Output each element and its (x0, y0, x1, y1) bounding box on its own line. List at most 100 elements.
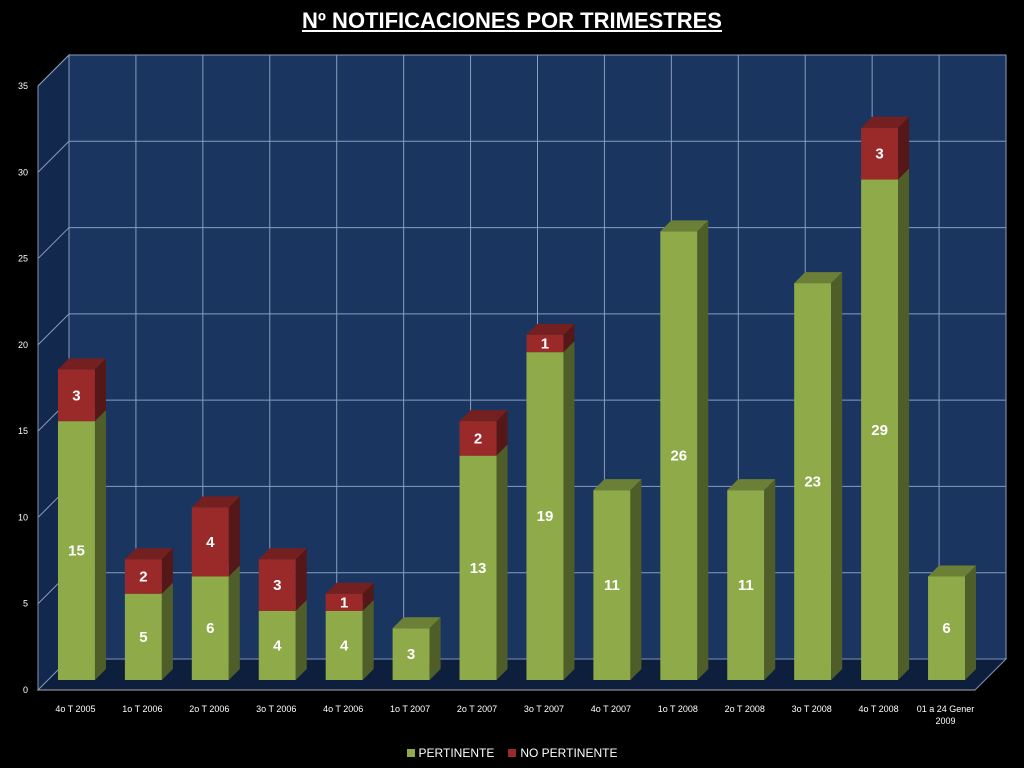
bar-segment-side (362, 599, 374, 680)
legend-swatch (508, 749, 517, 757)
bar-segment-top (861, 116, 910, 128)
gridline-side (37, 140, 70, 173)
data-label: 11 (604, 577, 620, 594)
data-label: 19 (537, 508, 554, 525)
bar-segment (191, 507, 229, 577)
legend-swatch (406, 749, 415, 757)
legend-label: NO PERTINENTE (520, 746, 618, 760)
bar-segment-side (161, 582, 173, 680)
bar-segment-side (228, 496, 240, 577)
legend-item: NO PERTINENTE (508, 746, 617, 760)
x-tick-label: 2o T 2008 (725, 704, 765, 714)
bar-segment-top (794, 272, 843, 284)
data-label: 29 (871, 422, 888, 439)
bar-segment-side (295, 548, 307, 611)
bar-segment (794, 283, 832, 680)
bar-segment (124, 593, 162, 680)
bar-segment-side (563, 341, 575, 680)
y-tick-label: 5 (23, 599, 28, 609)
data-label: 3 (407, 646, 415, 663)
bar-segment-side (630, 479, 642, 680)
x-tick-label: 3o T 2007 (524, 704, 564, 714)
bar-segment (258, 559, 296, 611)
bar-segment-side (831, 272, 843, 680)
x-tick-label: 4o T 2007 (591, 704, 631, 714)
data-label: 23 (804, 474, 821, 491)
bar-segment-top (526, 323, 575, 335)
data-label: 11 (738, 577, 754, 594)
data-label: 3 (875, 146, 883, 163)
x-tick-label: 1o T 2008 (658, 704, 698, 714)
bar-segment-top (660, 220, 709, 232)
bar-segment-top (191, 496, 240, 508)
bar-segment (526, 334, 564, 353)
bar-segment (526, 352, 564, 680)
y-tick-label: 30 (18, 167, 28, 177)
data-label: 5 (139, 629, 147, 646)
bar-segment-top (392, 617, 441, 629)
x-tick-label: 2009 (936, 716, 956, 726)
data-label: 13 (470, 560, 487, 577)
data-label: 6 (942, 620, 950, 637)
x-tick-label: 2o T 2006 (189, 704, 229, 714)
bar-segment (459, 421, 497, 456)
bar-segment-top (928, 565, 977, 577)
bar-segment-side (94, 358, 106, 422)
bar-segment (928, 576, 966, 680)
legend: PERTINENTE NO PERTINENTE (0, 746, 1024, 760)
bar-segment-side (898, 116, 910, 180)
bar-segment (861, 179, 899, 681)
bar-segment (124, 559, 162, 594)
bar-segment-side (161, 548, 173, 594)
y-tick-label: 0 (23, 685, 28, 695)
x-tick-label: 4o T 2006 (323, 704, 363, 714)
bar-segment-top (258, 548, 307, 560)
bar-segment-top (325, 582, 374, 594)
x-tick-label: 3o T 2006 (256, 704, 296, 714)
x-tick-label: 4o T 2005 (55, 704, 95, 714)
data-label: 3 (72, 387, 80, 404)
x-tick-label: 2o T 2007 (457, 704, 497, 714)
bar-segment-top (727, 479, 776, 491)
bar-segment-side (898, 168, 910, 681)
bar-segment-side (965, 565, 977, 680)
data-label: 1 (541, 335, 549, 352)
bar-segment (459, 455, 497, 680)
x-tick-label: 4o T 2008 (858, 704, 898, 714)
bar-segment-side (496, 410, 508, 456)
bar-segment (57, 421, 95, 680)
y-tick-label: 10 (18, 512, 28, 522)
data-label: 15 (68, 543, 85, 560)
y-tick-label: 25 (18, 254, 28, 264)
chart-title: Nº NOTIFICACIONES POR TRIMESTRES (302, 8, 722, 33)
bar-segment-side (429, 617, 441, 680)
bar-segment (861, 127, 899, 180)
data-label: 4 (206, 534, 215, 551)
bar-segment-side (228, 565, 240, 680)
bar-segment-top (459, 410, 508, 422)
bar-segment (258, 610, 296, 680)
gridline-side (37, 227, 70, 259)
bar-segment-side (496, 444, 508, 680)
bar-segment-side (563, 323, 575, 353)
data-label: 4 (340, 637, 349, 654)
y-tick-label: 20 (18, 340, 28, 350)
bar-segment-top (124, 548, 173, 560)
y-tick-label: 35 (18, 81, 28, 91)
bar-segment-side (764, 479, 776, 680)
bar-segment-side (362, 582, 374, 611)
bar-segment (593, 490, 631, 680)
data-label: 1 (340, 594, 348, 611)
y-tick-label: 15 (18, 426, 28, 436)
bar-segment-top (57, 358, 106, 370)
data-label: 26 (670, 448, 687, 465)
x-tick-label: 1o T 2006 (122, 704, 162, 714)
gridline-side (37, 313, 70, 346)
x-tick-label: 01 a 24 Gener (917, 704, 975, 714)
data-label: 2 (474, 430, 482, 447)
bar-segment-side (94, 410, 106, 680)
data-label: 4 (273, 637, 282, 654)
data-label: 6 (206, 620, 214, 637)
bar-segment (325, 610, 363, 680)
